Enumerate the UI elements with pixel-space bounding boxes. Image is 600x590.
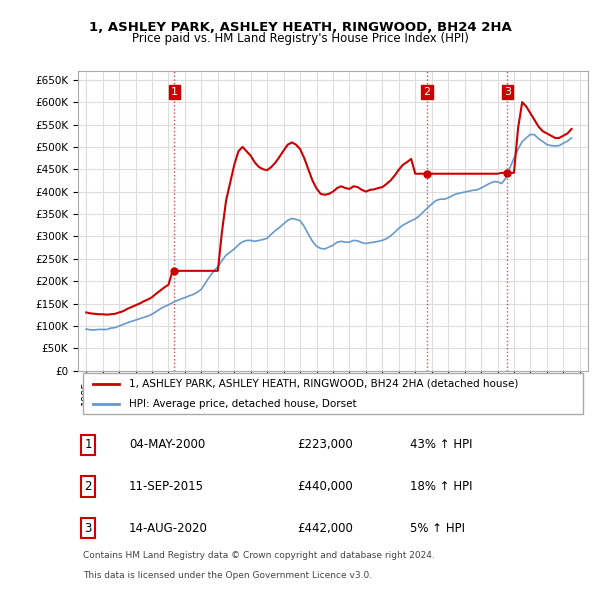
Text: 1: 1 [85, 438, 92, 451]
Text: 18% ↑ HPI: 18% ↑ HPI [409, 480, 472, 493]
Text: Contains HM Land Registry data © Crown copyright and database right 2024.: Contains HM Land Registry data © Crown c… [83, 550, 435, 559]
Text: 5% ↑ HPI: 5% ↑ HPI [409, 522, 464, 535]
Text: £442,000: £442,000 [297, 522, 353, 535]
Text: 3: 3 [504, 87, 511, 97]
Text: 3: 3 [85, 522, 92, 535]
FancyBboxPatch shape [83, 373, 583, 414]
Text: 2: 2 [85, 480, 92, 493]
Text: 1, ASHLEY PARK, ASHLEY HEATH, RINGWOOD, BH24 2HA (detached house): 1, ASHLEY PARK, ASHLEY HEATH, RINGWOOD, … [129, 379, 518, 389]
Text: 43% ↑ HPI: 43% ↑ HPI [409, 438, 472, 451]
Text: £223,000: £223,000 [297, 438, 353, 451]
Text: 11-SEP-2015: 11-SEP-2015 [129, 480, 204, 493]
Text: 2: 2 [423, 87, 430, 97]
Text: This data is licensed under the Open Government Licence v3.0.: This data is licensed under the Open Gov… [83, 571, 372, 581]
Text: HPI: Average price, detached house, Dorset: HPI: Average price, detached house, Dors… [129, 399, 356, 409]
Text: 1: 1 [171, 87, 178, 97]
Text: 14-AUG-2020: 14-AUG-2020 [129, 522, 208, 535]
Text: 04-MAY-2000: 04-MAY-2000 [129, 438, 205, 451]
Text: Price paid vs. HM Land Registry's House Price Index (HPI): Price paid vs. HM Land Registry's House … [131, 32, 469, 45]
Text: 1, ASHLEY PARK, ASHLEY HEATH, RINGWOOD, BH24 2HA: 1, ASHLEY PARK, ASHLEY HEATH, RINGWOOD, … [89, 21, 511, 34]
Text: £440,000: £440,000 [297, 480, 353, 493]
